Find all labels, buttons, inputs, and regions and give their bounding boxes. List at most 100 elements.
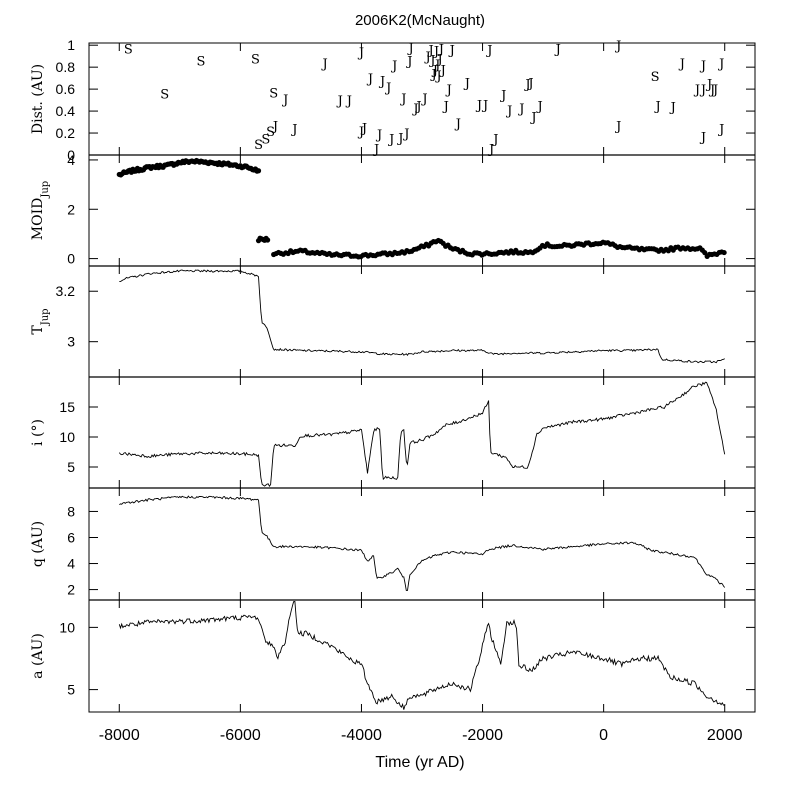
y-axis-label: i (°) xyxy=(30,419,46,446)
y-axis-label-subscript: Jup xyxy=(40,181,51,199)
x-tick-label: -2000 xyxy=(462,727,503,744)
encounter-marker: J xyxy=(448,44,455,59)
panel-q: 2 4 6 8 q (AU) xyxy=(30,487,756,601)
encounter-marker: J xyxy=(711,83,718,98)
moid-point xyxy=(721,249,727,256)
encounter-marker: J xyxy=(420,92,427,107)
encounter-marker: J xyxy=(426,44,433,59)
encounter-marker: J xyxy=(366,72,373,87)
encounter-marker: J xyxy=(414,100,421,115)
encounter-marker: J xyxy=(499,89,506,104)
x-axis: -8000 -6000 -4000 -2000 0 2000 xyxy=(99,727,743,744)
y-tick-label: 2 xyxy=(67,582,75,598)
y-tick-label: 4 xyxy=(67,556,75,572)
chart-title: 2006K2(McNaught) xyxy=(355,12,485,29)
encounter-marker: J xyxy=(614,39,621,54)
y-tick-label: 0.4 xyxy=(56,103,76,119)
encounter-marker: J xyxy=(491,133,498,148)
encounter-marker: S xyxy=(160,88,169,103)
y-tick-label: 0.6 xyxy=(56,81,76,97)
encounter-marker: J xyxy=(375,128,382,143)
encounter-marker: J xyxy=(614,119,621,134)
encounter-marker: J xyxy=(357,46,364,61)
y-axis-label-subscript: Jup xyxy=(40,308,51,326)
encounter-marker: J xyxy=(357,125,364,140)
encounter-marker: J xyxy=(399,92,406,107)
y-tick-label: 3 xyxy=(67,334,75,350)
encounter-marker: J xyxy=(705,78,712,93)
x-tick-label: -8000 xyxy=(99,727,140,744)
y-tick-label: 5 xyxy=(67,459,75,475)
encounter-marker: J xyxy=(372,142,379,157)
series-line xyxy=(119,495,726,591)
encounter-marker: J xyxy=(360,122,367,137)
encounter-marker: S xyxy=(124,42,133,57)
encounter-marker: J xyxy=(271,119,278,134)
encounter-marker: J xyxy=(396,131,403,146)
panel-tjup: 3 3.2 TJup xyxy=(30,265,756,378)
encounter-marker: S xyxy=(197,55,206,70)
y-tick-label: 10 xyxy=(59,619,75,635)
encounter-marker: J xyxy=(535,100,542,115)
panel-moid: 0 2 4 MOIDJup xyxy=(30,152,756,267)
encounter-marker: J xyxy=(436,52,443,67)
encounter-marker: J xyxy=(345,94,352,109)
encounter-marker: J xyxy=(717,57,724,72)
encounter-marker: S xyxy=(254,138,263,153)
encounter-marker: J xyxy=(523,78,530,93)
encounter-marker: J xyxy=(405,55,412,70)
encounter-marker: J xyxy=(433,58,440,73)
encounter-marker: J xyxy=(485,44,492,59)
y-tick-label: 6 xyxy=(67,529,75,545)
encounter-marker: J xyxy=(481,98,488,113)
encounter-marker: J xyxy=(517,102,524,117)
encounter-marker: J xyxy=(445,83,452,98)
encounter-marker: J xyxy=(708,83,715,98)
encounter-marker: J xyxy=(699,130,706,145)
encounter-marker: J xyxy=(402,127,409,142)
moid-point xyxy=(265,237,271,243)
encounter-marker: J xyxy=(434,69,441,84)
encounter-marker: J xyxy=(428,53,435,68)
y-axis-label: TJup xyxy=(30,308,51,334)
encounter-marker: J xyxy=(554,42,561,57)
encounter-marker: J xyxy=(693,83,700,98)
encounter-marker: S xyxy=(261,133,270,148)
panel-a: 5 10 a (AU) xyxy=(30,599,756,713)
y-axis-label: a (AU) xyxy=(30,633,46,679)
encounter-marker: J xyxy=(378,74,385,89)
encounter-marker: J xyxy=(442,100,449,115)
encounter-marker: J xyxy=(526,77,533,92)
y-tick-label: 5 xyxy=(67,682,75,698)
y-axis-label: MOIDJup xyxy=(30,181,51,240)
encounter-marker: S xyxy=(266,125,275,140)
y-tick-label: 15 xyxy=(59,399,75,415)
encounter-marker: J xyxy=(411,102,418,117)
encounter-marker: J xyxy=(669,101,676,116)
encounter-marker: J xyxy=(439,63,446,78)
encounter-marker: J xyxy=(699,83,706,98)
encounter-marker: J xyxy=(463,77,470,92)
encounter-marker: J xyxy=(475,98,482,113)
y-axis-label: Dist. (AU) xyxy=(30,64,46,134)
panel-frame xyxy=(88,487,756,601)
encounter-marker: J xyxy=(290,123,297,138)
y-axis-label: q (AU) xyxy=(30,521,46,567)
encounter-marker: J xyxy=(505,104,512,119)
series-line xyxy=(118,600,725,710)
y-tick-label: 0 xyxy=(67,147,75,163)
y-tick-label: 0.8 xyxy=(56,59,76,75)
encounter-marker: J xyxy=(387,133,394,148)
encounter-marker: J xyxy=(429,68,436,83)
encounter-marker: J xyxy=(717,123,724,138)
x-tick-label: -6000 xyxy=(220,727,261,744)
encounter-marker: J xyxy=(423,50,430,65)
x-tick-label: 2000 xyxy=(707,727,743,744)
y-tick-label: 4 xyxy=(67,152,75,168)
encounter-marker: S xyxy=(269,86,278,101)
x-tick-label: 0 xyxy=(599,727,608,744)
x-axis-label: Time (yr AD) xyxy=(375,754,464,771)
